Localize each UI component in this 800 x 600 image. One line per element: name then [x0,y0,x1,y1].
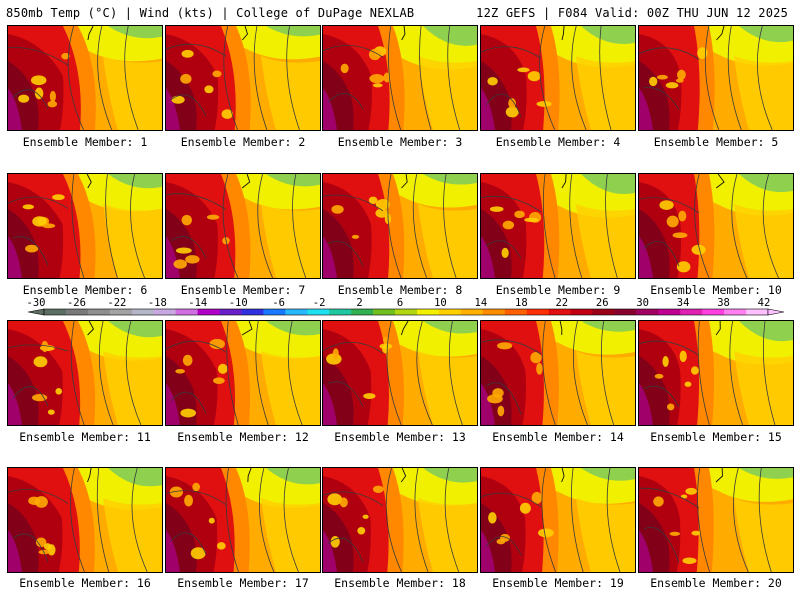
colorbar-swatch [395,309,418,315]
colorbar-tick-label: 30 [636,297,649,309]
colorbar-swatch [416,309,440,315]
ensemble-member-label: Ensemble Member: 15 [650,430,782,444]
ensemble-member-label: Ensemble Member: 20 [650,576,782,590]
colorbar-tick-label: 2 [356,297,362,309]
colorbar-swatch [482,309,506,315]
colorbar-swatch [197,309,220,315]
ensemble-member-map [165,25,321,131]
ensemble-member-label: Ensemble Member: 14 [492,430,624,444]
colorbar-tick-label: 22 [555,297,568,309]
ensemble-member-map [322,25,478,131]
colorbar-tick-label: -14 [188,297,207,309]
colorbar-swatch [373,309,396,315]
ensemble-member-map [322,173,478,279]
colorbar-tick-label: 38 [717,297,730,309]
ensemble-member-label: Ensemble Member: 2 [180,135,306,149]
colorbar-swatch [504,309,527,315]
colorbar-swatch [285,309,308,315]
colorbar-swatch [526,309,549,315]
colorbar-swatch [153,309,176,315]
colorbar-swatch [263,309,286,315]
colorbar-swatch [44,309,67,315]
model-valid-time: 12Z GEFS | F084 Valid: 00Z THU JUN 12 20… [476,6,788,20]
ensemble-member-map [7,25,163,131]
ensemble-member-map [480,320,636,426]
colorbar-tick-label: -10 [229,297,248,309]
colorbar-tick-label: -6 [272,297,285,309]
ensemble-member-label: Ensemble Member: 6 [22,283,148,297]
ensemble-member-map [7,467,163,573]
colorbar-swatch [460,309,484,315]
colorbar-tick-label: -18 [148,297,167,309]
colorbar-swatch [702,309,725,315]
ensemble-member-map [165,467,321,573]
ensemble-member-map [480,467,636,573]
ensemble-member-map [638,320,794,426]
ensemble-member-label: Ensemble Member: 16 [19,576,151,590]
ensemble-member-map [638,25,794,131]
ensemble-member-label: Ensemble Member: 5 [653,135,779,149]
colorbar-swatch [307,309,330,315]
colorbar-tick-label: 34 [677,297,690,309]
ensemble-member-map [638,173,794,279]
colorbar-tick-label: -30 [27,297,46,309]
colorbar-swatch [746,309,769,315]
ensemble-member-label: Ensemble Member: 13 [334,430,466,444]
ensemble-member-label: Ensemble Member: 11 [19,430,151,444]
ensemble-member-map [480,173,636,279]
ensemble-member-label: Ensemble Member: 19 [492,576,624,590]
colorbar-swatch [329,309,352,315]
colorbar-swatch [658,309,681,315]
ensemble-member-label: Ensemble Member: 18 [334,576,466,590]
colorbar-tick-label: 42 [758,297,771,309]
ensemble-member-label: Ensemble Member: 12 [177,430,309,444]
colorbar-tick-label: 14 [475,297,488,309]
colorbar-swatch [351,309,374,315]
colorbar-swatch [175,309,198,315]
colorbar-swatch [438,309,462,315]
colorbar-tick-label: -22 [107,297,126,309]
colorbar-swatch [614,309,637,315]
ensemble-member-map [638,467,794,573]
colorbar-swatch [219,309,242,315]
colorbar-swatch [109,309,133,315]
ensemble-member-map [165,320,321,426]
colorbar-swatch [65,309,89,315]
ensemble-member-label: Ensemble Member: 7 [180,283,306,297]
ensemble-member-map [322,467,478,573]
ensemble-member-label: Ensemble Member: 3 [337,135,463,149]
ensemble-member-label: Ensemble Member: 10 [650,283,782,297]
ensemble-member-label: Ensemble Member: 4 [495,135,621,149]
ensemble-member-map [480,25,636,131]
colorbar-swatch [570,309,593,315]
colorbar-swatch [636,309,659,315]
ensemble-member-label: Ensemble Member: 17 [177,576,309,590]
ensemble-member-map [165,173,321,279]
colorbar-tick-label: 18 [515,297,528,309]
colorbar-swatch [87,309,111,315]
colorbar-tick-label: 6 [397,297,403,309]
ensemble-member-map [7,320,163,426]
temperature-colorbar: -30 -26 -22 -18 -14 -10 -6 -2 2 6 10 14 18 22 26 30 34 38… [27,297,785,316]
colorbar-tick-label: 26 [596,297,609,309]
ensemble-member-label: Ensemble Member: 1 [22,135,148,149]
colorbar-swatch [592,309,615,315]
colorbar-swatch [131,309,154,315]
colorbar-tick-label: 10 [434,297,447,309]
ensemble-member-map [322,320,478,426]
colorbar-right-arrow [767,308,785,316]
colorbar-swatch [548,309,571,315]
ensemble-member-map [7,173,163,279]
colorbar-swatch [680,309,703,315]
colorbar-swatch [724,309,747,315]
colorbar-tick-label: -2 [313,297,326,309]
colorbar-tick-label: -26 [67,297,86,309]
ensemble-member-label: Ensemble Member: 8 [337,283,463,297]
colorbar-swatch [241,309,264,315]
ensemble-member-label: Ensemble Member: 9 [495,283,621,297]
chart-title: 850mb Temp (°C) | Wind (kts) | College o… [6,6,415,20]
colorbar-left-arrow [27,308,45,316]
